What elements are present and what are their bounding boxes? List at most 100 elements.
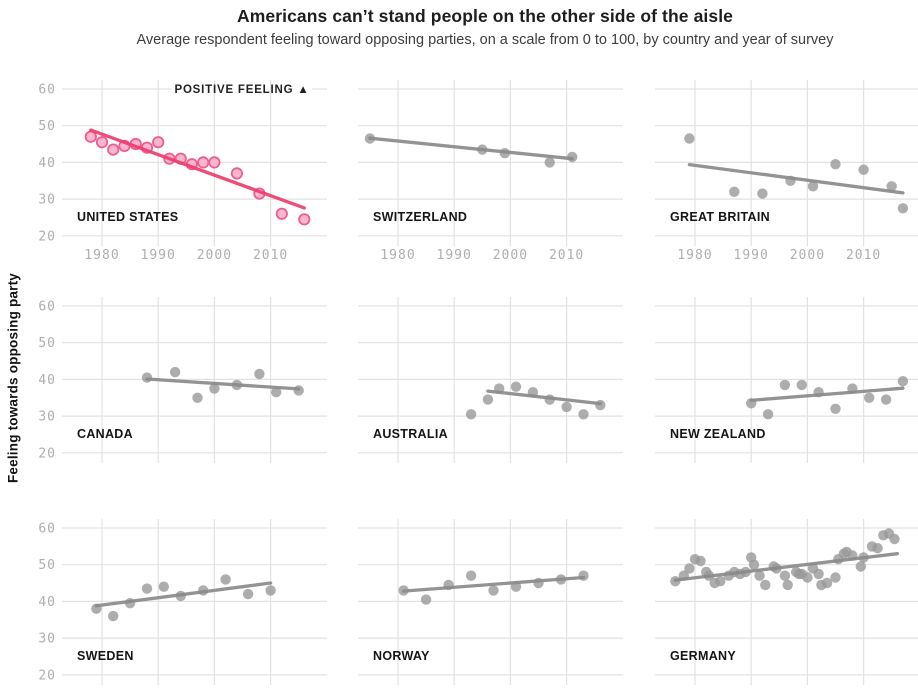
panel-sweden: 60 50 40 30 20 SWEDEN	[38, 519, 327, 685]
data-point	[158, 581, 169, 592]
x-tick-label: 2000	[790, 248, 825, 263]
data-point	[510, 381, 522, 392]
y-tick-label: 60	[38, 83, 56, 98]
panel-great-britain: 1980 1990 2000 2010 GREAT BRITAIN	[655, 80, 918, 263]
chart-header: Americans can’t stand people on the othe…	[60, 4, 910, 50]
data-point	[169, 366, 181, 378]
country-label: AUSTRALIA	[373, 427, 448, 441]
country-label: SWITZERLAND	[373, 210, 467, 224]
data-point	[482, 394, 494, 405]
data-point	[858, 164, 869, 175]
y-tick-label: 20	[38, 229, 56, 244]
data-point	[830, 403, 841, 414]
y-tick-label: 50	[38, 336, 56, 351]
data-point	[254, 368, 265, 380]
data-point	[488, 585, 499, 596]
data-point	[830, 159, 841, 170]
panel-norway: NORWAY	[358, 519, 623, 685]
data-point	[265, 585, 276, 596]
y-tick-label: 20	[38, 446, 56, 461]
x-tick-label: 1990	[141, 248, 176, 263]
country-label: CANADA	[77, 427, 133, 441]
data-point	[465, 409, 477, 420]
data-point	[889, 533, 900, 545]
chart-subtitle: Average respondent feeling toward opposi…	[136, 32, 834, 48]
trend-line	[89, 128, 306, 210]
x-tick-label: 2000	[493, 248, 528, 263]
y-tick-label: 30	[38, 410, 56, 425]
y-tick-label: 20	[38, 668, 56, 683]
trend-line	[145, 377, 301, 391]
data-point	[95, 136, 109, 149]
data-point	[715, 576, 726, 587]
data-point	[465, 570, 477, 581]
y-tick-label: 40	[38, 156, 56, 171]
panel-switzerland: 1980 1990 2000 2010 SWITZERLAND	[358, 80, 623, 263]
country-label: GREAT BRITAIN	[670, 210, 770, 224]
data-point	[880, 394, 892, 405]
data-point	[813, 568, 824, 580]
data-point	[152, 136, 165, 149]
data-point	[779, 570, 791, 581]
data-point	[897, 376, 909, 387]
panel-germany: GERMANY	[655, 519, 918, 685]
data-point	[561, 401, 572, 413]
data-point	[230, 167, 243, 180]
data-point	[420, 594, 432, 605]
data-point	[271, 387, 282, 398]
data-point	[760, 579, 771, 591]
data-point	[830, 572, 841, 583]
x-tick-label: 1980	[84, 248, 119, 263]
data-point	[748, 559, 760, 570]
data-point	[544, 157, 555, 168]
panel-australia: AUSTRALIA	[358, 297, 623, 463]
trend-line	[749, 386, 905, 402]
country-label: GERMANY	[670, 649, 736, 663]
country-label: SWEDEN	[77, 649, 134, 663]
x-tick-label: 2010	[549, 248, 584, 263]
trend-line	[687, 162, 905, 195]
y-tick-label: 60	[38, 300, 56, 315]
data-point	[864, 392, 875, 403]
panel-canada: 60 50 40 30 20 CANADA	[38, 297, 327, 463]
y-tick-label: 30	[38, 193, 56, 208]
trend-line	[486, 389, 602, 406]
x-tick-label: 2000	[197, 248, 232, 263]
data-point	[807, 181, 819, 192]
data-point	[141, 583, 153, 594]
data-point	[821, 577, 833, 589]
data-point	[108, 610, 119, 622]
data-point	[802, 572, 813, 583]
panel-new-zealand: NEW ZEALAND	[655, 297, 918, 463]
data-point	[872, 543, 883, 554]
x-tick-label: 1990	[437, 248, 472, 263]
data-point	[757, 188, 768, 199]
data-point	[684, 563, 695, 574]
data-point	[695, 555, 706, 567]
y-tick-label: 60	[38, 522, 56, 537]
country-label: UNITED STATES	[77, 210, 178, 224]
y-tick-label: 50	[38, 119, 56, 134]
data-point	[197, 156, 210, 169]
y-tick-label: 40	[38, 595, 56, 610]
data-point	[275, 207, 288, 220]
data-point	[578, 409, 589, 420]
data-point	[107, 143, 120, 156]
data-point	[779, 379, 791, 391]
data-point	[298, 213, 311, 226]
y-tick-label: 30	[38, 632, 56, 647]
data-point	[220, 574, 231, 585]
data-point	[684, 133, 695, 144]
chart-title: Americans can’t stand people on the othe…	[236, 6, 733, 26]
data-point	[754, 570, 765, 581]
x-tick-label: 2010	[253, 248, 288, 263]
data-point	[192, 392, 203, 403]
data-point	[762, 409, 774, 420]
data-point	[796, 379, 807, 391]
data-point	[855, 561, 866, 572]
trend-line	[94, 581, 273, 608]
data-point	[886, 181, 897, 192]
x-tick-label: 1990	[734, 248, 769, 263]
y-axis-label: Feeling towards opposing party	[5, 272, 21, 484]
